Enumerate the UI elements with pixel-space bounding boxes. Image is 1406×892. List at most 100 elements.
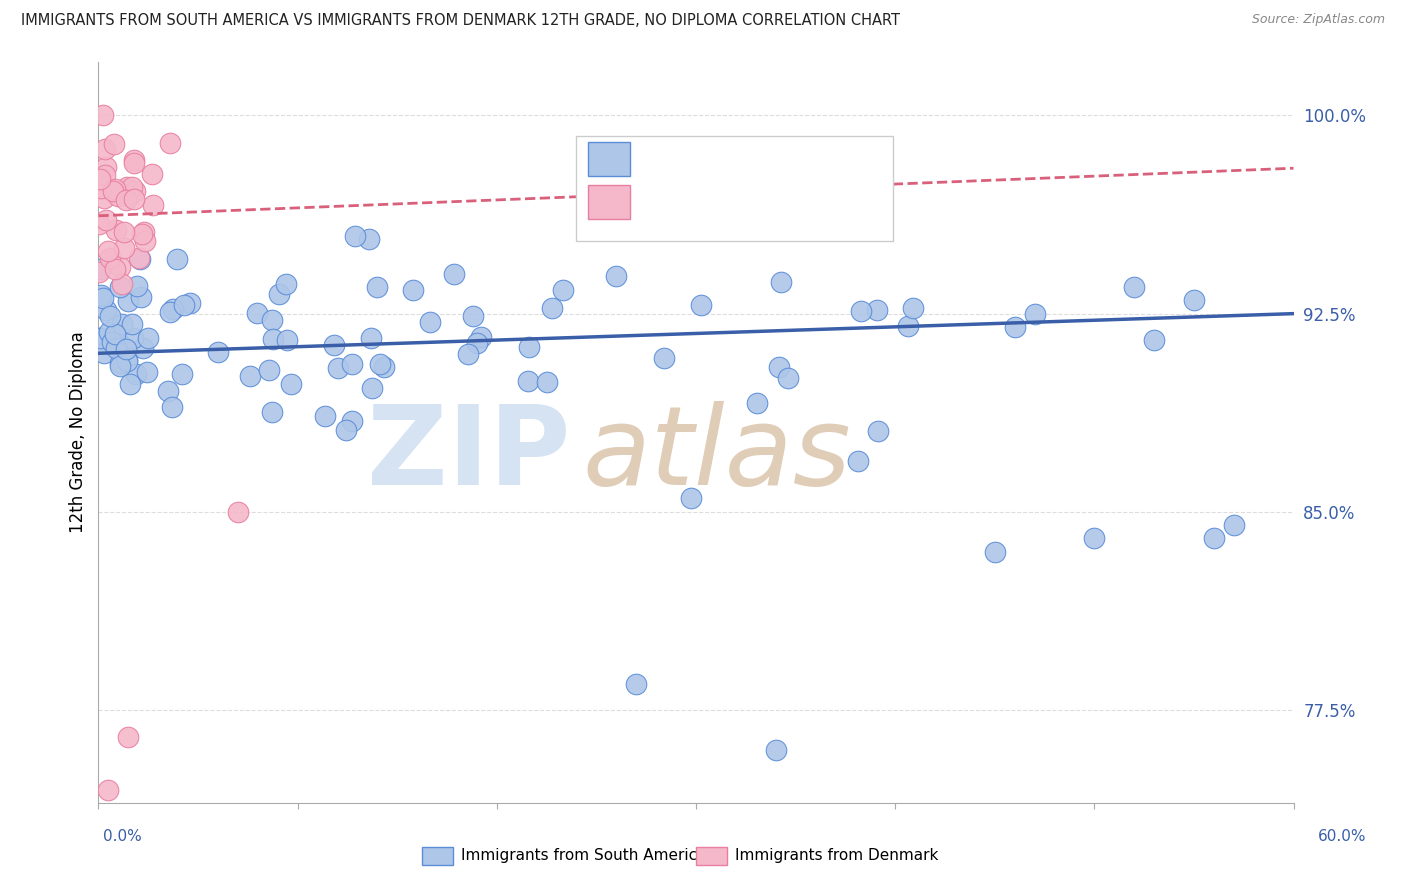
Point <box>260 404 283 418</box>
Point <box>1004 319 1026 334</box>
Point <box>115 353 138 368</box>
Text: N =: N = <box>731 149 770 167</box>
Point <box>156 384 179 398</box>
Point <box>342 413 364 427</box>
Point <box>517 340 540 354</box>
Point <box>104 326 127 341</box>
Point <box>765 743 787 757</box>
Point <box>361 382 384 396</box>
Point <box>239 368 262 383</box>
Point <box>373 360 395 375</box>
Point <box>402 283 425 297</box>
Point <box>136 365 159 379</box>
Point <box>260 312 283 326</box>
Point <box>121 179 143 194</box>
Point <box>115 342 138 356</box>
Point <box>652 351 675 365</box>
Point <box>94 212 117 227</box>
Point <box>1143 333 1166 347</box>
Point <box>246 306 269 320</box>
Text: 0.0%: 0.0% <box>103 830 142 844</box>
Point <box>97 782 120 797</box>
Point <box>112 241 135 255</box>
Point <box>125 367 148 381</box>
Point <box>343 229 366 244</box>
Point <box>94 332 117 346</box>
Point <box>540 301 562 315</box>
Point <box>94 168 117 182</box>
Text: 60.0%: 60.0% <box>1319 830 1367 844</box>
Point <box>90 287 112 301</box>
Point <box>90 262 112 277</box>
Point <box>470 330 492 344</box>
Point <box>110 280 132 294</box>
Point <box>93 345 115 359</box>
Point <box>131 227 153 241</box>
Point <box>132 225 155 239</box>
Point <box>160 400 183 414</box>
Point <box>778 371 800 385</box>
Point <box>360 331 382 345</box>
Point <box>134 234 156 248</box>
Text: R =: R = <box>640 192 678 210</box>
Point <box>443 268 465 282</box>
Point <box>108 260 131 275</box>
Point <box>262 332 284 346</box>
Point <box>115 180 138 194</box>
Point <box>516 374 538 388</box>
Point <box>108 335 131 350</box>
Point <box>166 252 188 266</box>
Point <box>274 277 297 292</box>
Point <box>162 301 184 316</box>
Point <box>172 367 194 381</box>
Point <box>91 291 114 305</box>
Point <box>335 423 357 437</box>
Point <box>104 261 127 276</box>
Point <box>173 298 195 312</box>
Point <box>465 336 488 351</box>
Point <box>1123 280 1146 294</box>
Point <box>121 317 143 331</box>
Text: IMMIGRANTS FROM SOUTH AMERICA VS IMMIGRANTS FROM DENMARK 12TH GRADE, NO DIPLOMA : IMMIGRANTS FROM SOUTH AMERICA VS IMMIGRA… <box>21 13 900 29</box>
Point <box>419 314 441 328</box>
Point <box>107 189 129 203</box>
Point <box>122 153 145 168</box>
Point <box>226 505 249 519</box>
Point <box>1182 293 1205 308</box>
Point <box>1024 307 1046 321</box>
Point <box>94 142 117 156</box>
Point <box>115 353 138 368</box>
Point <box>846 454 869 468</box>
Point <box>314 409 336 424</box>
Point <box>326 361 349 376</box>
Point <box>207 345 229 359</box>
Point <box>89 331 111 345</box>
Point <box>323 338 346 352</box>
Point <box>94 160 117 174</box>
Point <box>124 184 146 198</box>
Point <box>98 252 121 266</box>
Point <box>626 677 648 691</box>
Point <box>104 341 127 355</box>
Point <box>553 283 575 297</box>
Text: Source: ZipAtlas.com: Source: ZipAtlas.com <box>1251 13 1385 27</box>
Text: 40: 40 <box>766 192 789 210</box>
Point <box>536 375 558 389</box>
Point <box>340 357 363 371</box>
Point <box>101 335 124 350</box>
Point <box>142 198 165 212</box>
Text: Immigrants from Denmark: Immigrants from Denmark <box>735 848 939 863</box>
Point <box>128 252 150 266</box>
Point <box>138 331 160 345</box>
Point <box>129 290 152 304</box>
Y-axis label: 12th Grade, No Diploma: 12th Grade, No Diploma <box>69 332 87 533</box>
Point <box>849 304 872 318</box>
Point <box>681 491 703 505</box>
Point <box>93 191 115 205</box>
Text: 107: 107 <box>766 149 801 167</box>
Point <box>94 303 117 318</box>
Point <box>984 544 1007 558</box>
Point <box>131 341 153 355</box>
Point <box>463 309 485 323</box>
Text: R =: R = <box>640 149 678 167</box>
